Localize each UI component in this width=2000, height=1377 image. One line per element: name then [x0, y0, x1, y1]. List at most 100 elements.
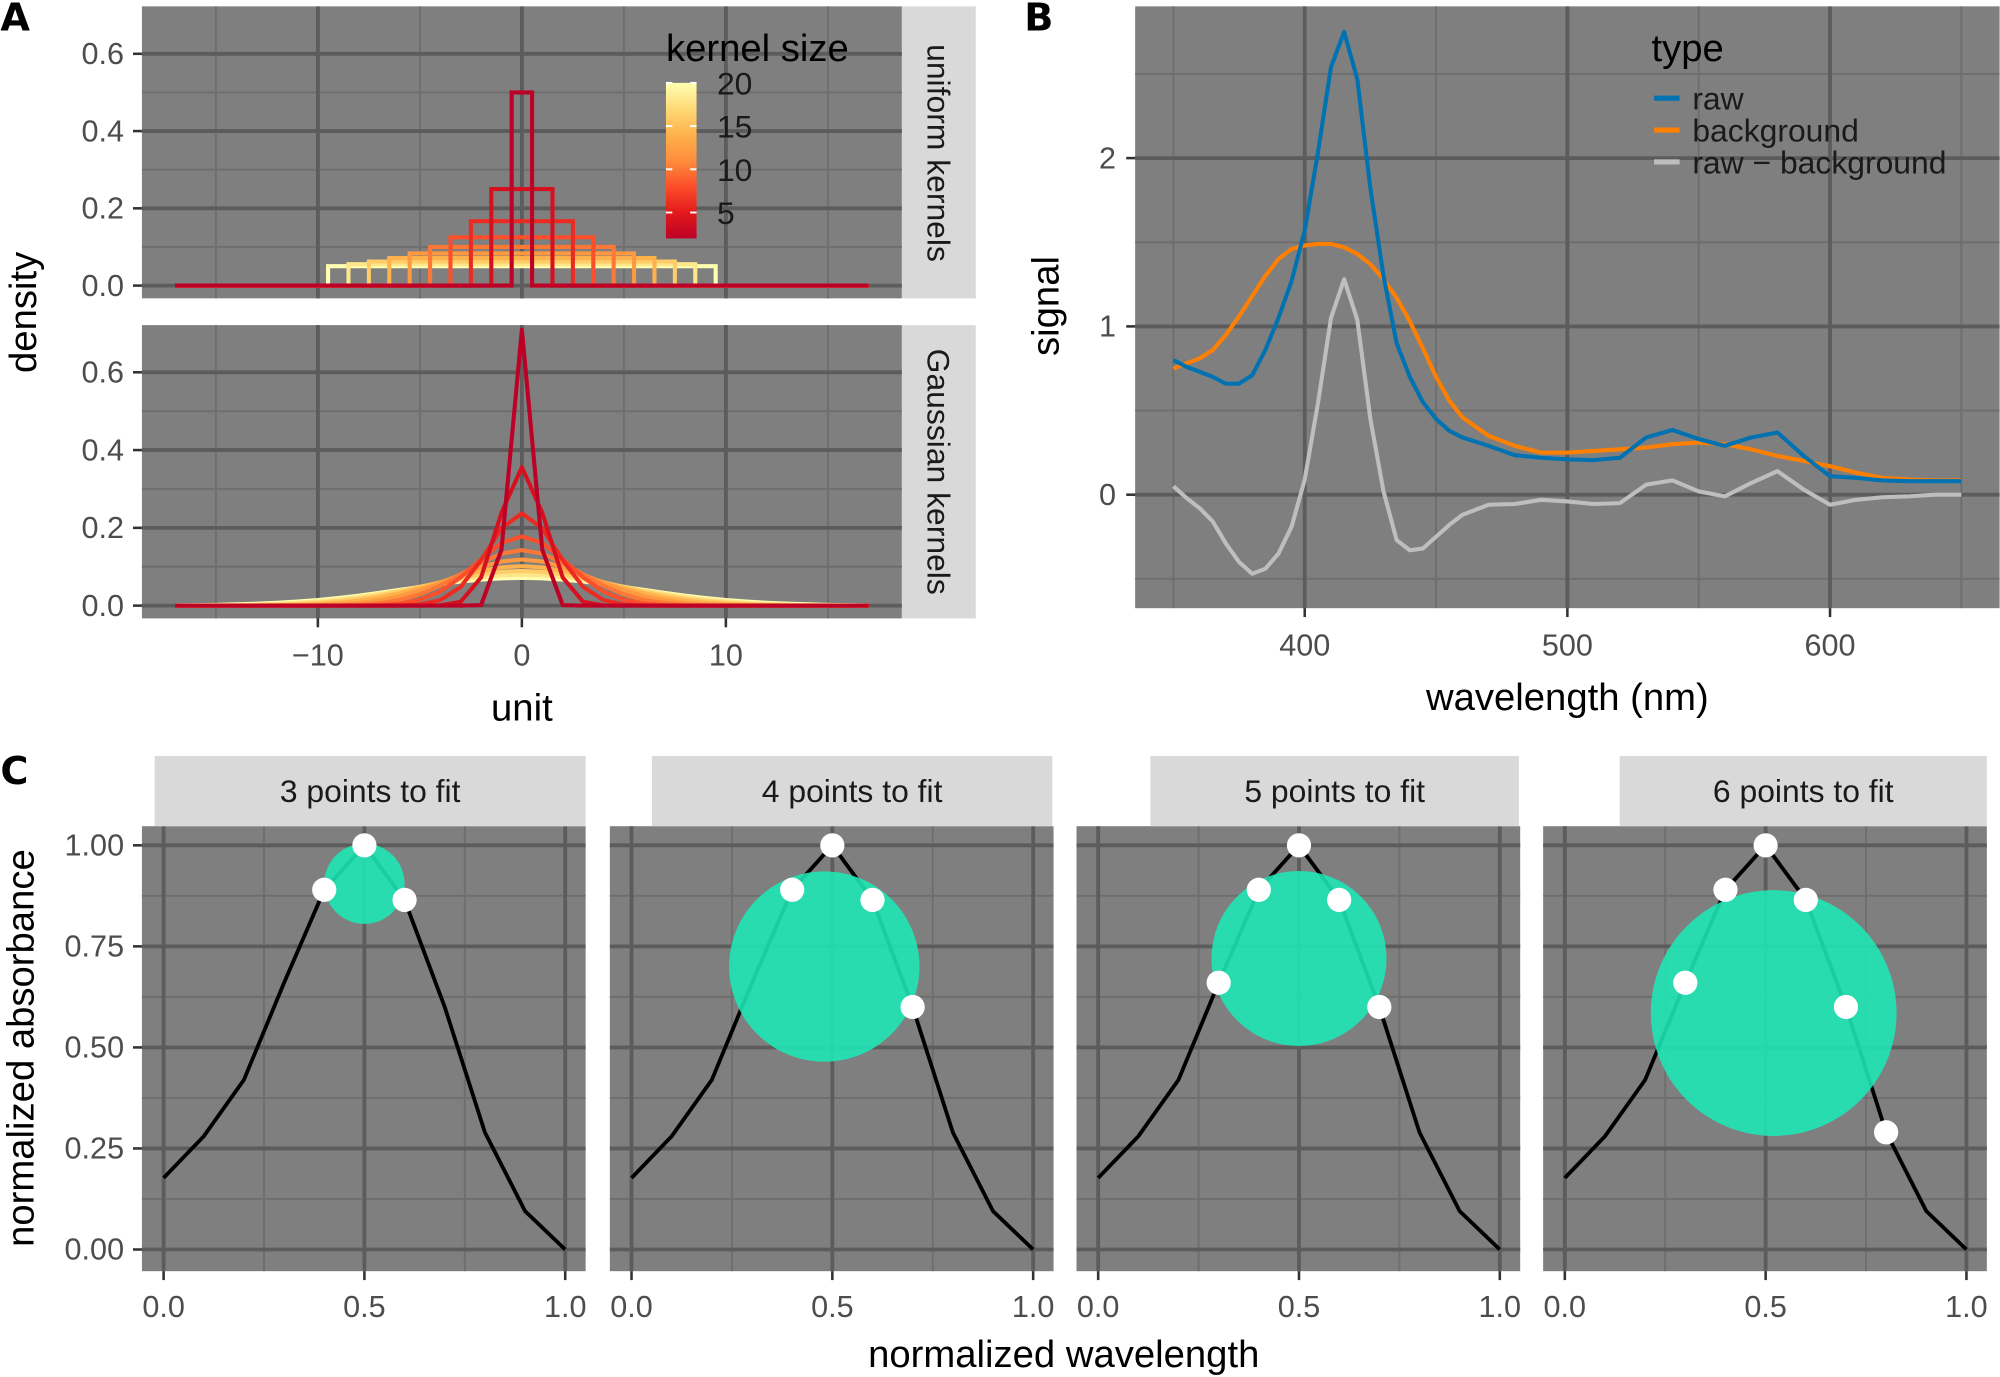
fit-point: [1713, 877, 1738, 902]
facet-label-uniform: uniform kernels: [920, 44, 956, 262]
y-tick-label: 0: [1099, 478, 1116, 512]
series-line-raw-minus-background: [1172, 277, 1962, 576]
legend-label: background: [1692, 113, 1859, 149]
fit-point: [1874, 1120, 1899, 1145]
fit-point: [1206, 970, 1231, 995]
series-line-raw: [1172, 29, 1962, 484]
x-tick-label: 600: [1805, 628, 1856, 662]
gaussian-kernel-line-size-2: [175, 327, 869, 608]
fit-circle: [324, 843, 405, 924]
panel-label-b: B: [1024, 0, 1053, 41]
panel-a: uniform kernels Gaussian kernels density un…: [2, 6, 976, 729]
x-tick-label: 0: [513, 639, 530, 673]
y-axis-title-c: normalized absorbance: [0, 849, 43, 1247]
y-tick-label: 1: [1099, 310, 1116, 344]
x-tick-label: 0.0: [610, 1290, 653, 1324]
colorbar-label: 15: [717, 109, 752, 145]
facet-4-points: 4 points to fit 0.0 0.5 1.0: [609, 756, 1055, 1324]
x-tick-label: 0.0: [1077, 1290, 1120, 1324]
x-tick-label: 10: [709, 639, 743, 673]
x-tick-label: 0.5: [1278, 1290, 1321, 1324]
facet-5-points: 5 points to fit 0.0 0.5 1.0: [1076, 756, 1522, 1324]
facet-strip: [154, 756, 586, 827]
panel-label-a: A: [0, 0, 30, 41]
fit-point: [392, 887, 417, 913]
fit-circle: [1211, 870, 1387, 1047]
facet-strip-uniform: [901, 6, 976, 299]
y-tick-label-lower: 0.2: [82, 511, 125, 545]
y-tick-label: 0.25: [65, 1132, 125, 1166]
y-tick-label-upper: 0.2: [82, 192, 125, 226]
fit-point: [900, 994, 925, 1020]
x-axis-title-a: unit: [491, 686, 553, 729]
panel-c: 3 points to fit 0.0 0.5 1.0 0.00 0.25 0.50 0.75…: [0, 756, 1988, 1376]
x-tick-label: 0.5: [343, 1290, 386, 1324]
y-tick-label: 0.00: [65, 1233, 125, 1267]
legend-label: raw: [1692, 81, 1744, 117]
legend-title-kernel-size: kernel size: [666, 27, 849, 70]
fit-point: [312, 877, 337, 902]
fit-point: [1673, 970, 1698, 995]
y-tick-label-lower: 0.6: [82, 356, 125, 390]
fit-point: [352, 833, 377, 858]
facet-6-points: 6 points to fit 0.0 0.5 1.0: [1543, 756, 1988, 1324]
x-tick-label: 0.5: [1744, 1290, 1787, 1324]
x-axis-title-b: wavelength (nm): [1425, 676, 1709, 719]
facet-strip-label: 3 points to fit: [280, 773, 461, 809]
y-tick-label: 2: [1099, 141, 1116, 175]
fit-point: [1367, 994, 1392, 1020]
legend-label: raw − background: [1692, 144, 1946, 180]
colorbar-kernel-size: [665, 82, 697, 239]
facet-3-points: 3 points to fit 0.0 0.5 1.0 0.00 0.25 0.50 0.75…: [65, 756, 587, 1324]
y-tick-label: 1.00: [65, 829, 125, 863]
facet-strip-label: 4 points to fit: [762, 773, 943, 809]
colorbar-label: 20: [717, 65, 752, 101]
facet-strip-label: 6 points to fit: [1713, 773, 1894, 809]
fit-point: [780, 877, 805, 902]
y-tick-label-lower: 0.4: [82, 433, 125, 467]
x-tick-label: 1.0: [544, 1290, 587, 1324]
x-tick-label: 0.5: [811, 1290, 854, 1324]
x-tick-label: 1.0: [1012, 1290, 1055, 1324]
uniform-kernel-line-size-2: [175, 90, 869, 288]
y-tick-label-upper: 0.0: [82, 269, 125, 303]
colorbar-label: 10: [717, 152, 752, 188]
y-tick-label-upper: 0.6: [82, 37, 125, 71]
facet-label-gaussian: Gaussian kernels: [920, 349, 956, 595]
fit-circle: [1650, 890, 1897, 1136]
panel-b: signal wavelength (nm) type 0 1 2 400 500 600 raw…: [1025, 6, 2000, 719]
x-axis-title-c: normalized wavelength: [868, 1333, 1259, 1376]
x-tick-label: 1.0: [1945, 1290, 1988, 1324]
fit-point: [1833, 994, 1859, 1020]
legend-title-type: type: [1652, 27, 1724, 70]
facet-strip: [651, 756, 1053, 827]
fit-point: [1246, 877, 1271, 902]
colorbar-label: 5: [717, 195, 735, 231]
x-tick-label: 500: [1542, 628, 1593, 662]
fit-point: [1793, 887, 1818, 913]
y-tick-label: 0.75: [65, 930, 125, 964]
x-tick-label: 1.0: [1479, 1290, 1522, 1324]
fit-point: [1753, 833, 1778, 858]
fit-point: [820, 833, 845, 858]
y-axis-title-a: density: [2, 251, 45, 373]
fit-circle: [729, 871, 920, 1062]
fit-point: [1327, 887, 1352, 913]
facet-strip-gaussian: [901, 325, 976, 619]
fit-point: [860, 887, 885, 913]
facet-strip: [1150, 756, 1519, 827]
fit-point: [1286, 833, 1312, 858]
series-line-background: [1172, 241, 1962, 483]
facet-strip: [1619, 756, 1987, 827]
y-tick-label-upper: 0.4: [82, 114, 125, 148]
facet-strip-label: 5 points to fit: [1244, 773, 1425, 809]
x-tick-label: 0.0: [142, 1290, 185, 1324]
panel-label-c: C: [0, 749, 28, 794]
x-tick-label: 0.0: [1544, 1290, 1587, 1324]
x-tick-label: 400: [1279, 628, 1330, 662]
y-tick-label-lower: 0.0: [82, 589, 125, 623]
x-tick-label: −10: [292, 639, 344, 673]
y-tick-label: 0.50: [65, 1031, 125, 1065]
y-axis-title-b: signal: [1025, 256, 1068, 356]
